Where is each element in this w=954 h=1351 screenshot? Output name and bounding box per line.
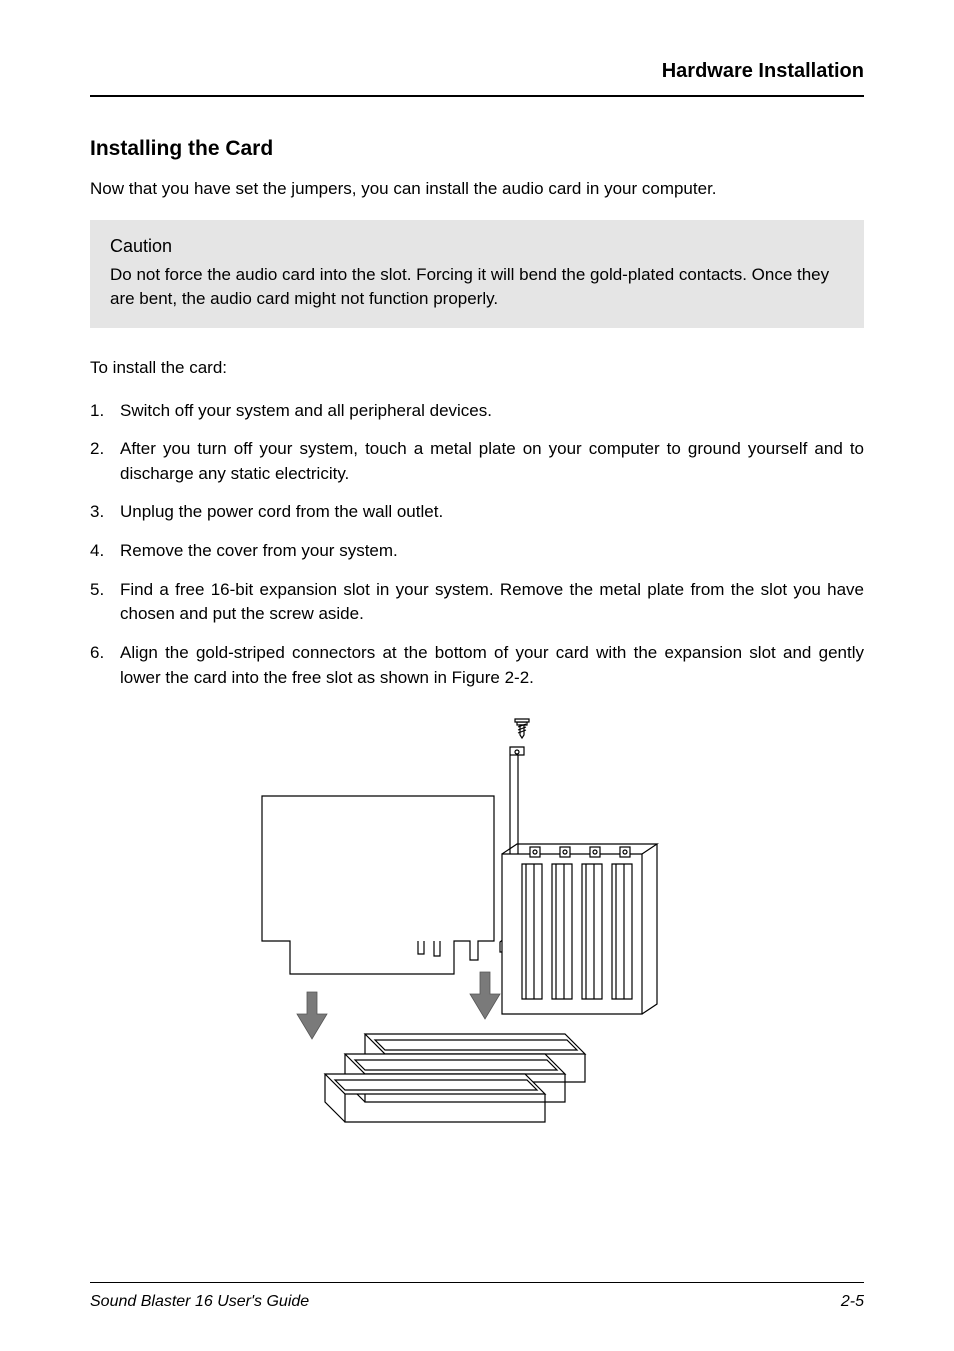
page-footer: Sound Blaster 16 User's Guide 2-5: [90, 1282, 864, 1311]
numbered-list: 1. Switch off your system and all periph…: [90, 399, 864, 691]
caution-title: Caution: [110, 236, 844, 257]
caution-text: Do not force the audio card into the slo…: [110, 263, 844, 312]
list-text: Find a free 16-bit expansion slot in you…: [120, 578, 864, 627]
list-number: 1.: [90, 399, 120, 424]
section-heading: Installing the Card: [90, 137, 864, 161]
list-number: 3.: [90, 500, 120, 525]
list-item: 5. Find a free 16-bit expansion slot in …: [90, 578, 864, 627]
list-item: 6. Align the gold-striped connectors at …: [90, 641, 864, 690]
page-header: Hardware Installation: [90, 60, 864, 97]
list-item: 2. After you turn off your system, touch…: [90, 437, 864, 486]
list-item: 1. Switch off your system and all periph…: [90, 399, 864, 424]
installation-diagram: [247, 714, 707, 1164]
list-text: Unplug the power cord from the wall outl…: [120, 500, 864, 525]
footer-page-number: 2-5: [841, 1293, 864, 1311]
intro-paragraph: Now that you have set the jumpers, you c…: [90, 177, 864, 202]
list-number: 2.: [90, 437, 120, 486]
list-item: 3. Unplug the power cord from the wall o…: [90, 500, 864, 525]
list-text: Remove the cover from your system.: [120, 539, 864, 564]
list-text: Switch off your system and all periphera…: [120, 399, 864, 424]
footer-left: Sound Blaster 16 User's Guide: [90, 1293, 309, 1311]
list-text: Align the gold-striped connectors at the…: [120, 641, 864, 690]
header-title: Hardware Installation: [662, 60, 864, 82]
list-number: 4.: [90, 539, 120, 564]
list-number: 6.: [90, 641, 120, 690]
figure-area: [90, 714, 864, 1164]
document-page: Hardware Installation Installing the Car…: [0, 0, 954, 1351]
list-item: 4. Remove the cover from your system.: [90, 539, 864, 564]
list-title: To install the card:: [90, 356, 864, 381]
list-number: 5.: [90, 578, 120, 627]
caution-box: Caution Do not force the audio card into…: [90, 220, 864, 328]
list-text: After you turn off your system, touch a …: [120, 437, 864, 486]
